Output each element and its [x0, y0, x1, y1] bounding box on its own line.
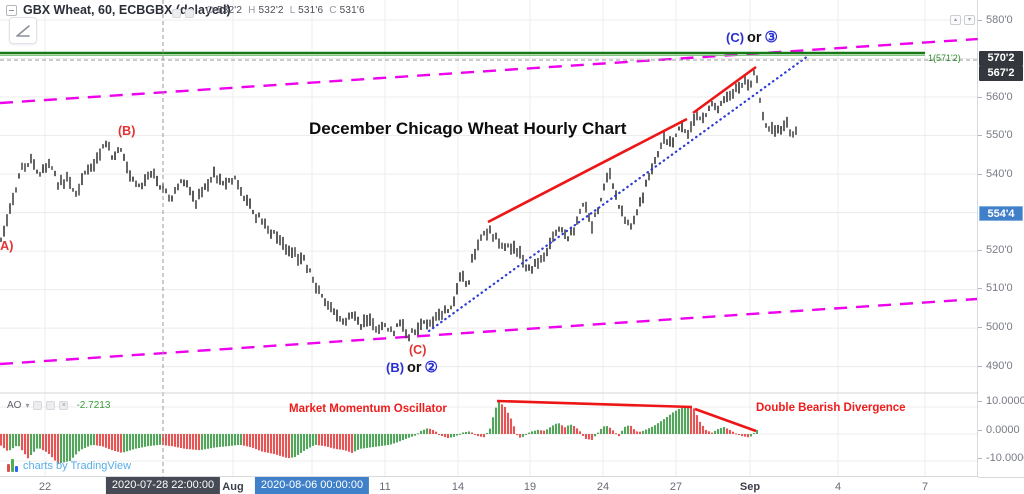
- wave-a-label[interactable]: (A): [0, 239, 14, 253]
- price-tick-label: 0.0000: [986, 424, 1020, 436]
- time-tick-label: 19: [523, 481, 537, 493]
- watermark-text: charts by TradingView: [23, 459, 132, 472]
- price-tick-label: 580'0: [986, 14, 1013, 26]
- tradingview-logo-icon: [7, 459, 18, 472]
- osc-close-icon[interactable]: ×: [59, 401, 69, 410]
- green-resistance-line[interactable]: [0, 51, 925, 56]
- legend-collapse-icon[interactable]: [6, 5, 17, 16]
- price-tick-label: 520'0: [986, 244, 1013, 256]
- blue-dotted-trendline[interactable]: [427, 54, 810, 333]
- price-tick-mark: [978, 288, 982, 289]
- chart-title-annotation[interactable]: December Chicago Wheat Hourly Chart: [309, 119, 627, 138]
- price-tick-mark: [978, 97, 982, 98]
- wave-b-label[interactable]: (B): [118, 124, 136, 138]
- ohlc-value: 531'6: [339, 5, 365, 16]
- top-alt-or: or: [747, 30, 762, 46]
- time-axis[interactable]: 22 Aug 11 14 19 24 27 Sep 4 7 2020-07-28 22:00:00 2…: [0, 477, 978, 494]
- time-tick-label: 11: [379, 481, 391, 493]
- price-tick-mark: [978, 327, 982, 328]
- legend-settings-icon[interactable]: [185, 5, 194, 23]
- price-tick-label: 550'0: [986, 129, 1013, 141]
- price-tick-mark: [978, 430, 982, 431]
- top-alt-circled-3: ③: [764, 29, 778, 46]
- oscillator-name[interactable]: AO: [7, 400, 22, 411]
- price-tick-label: 490'0: [986, 360, 1013, 372]
- price-tick-label: 560'0: [986, 91, 1013, 103]
- time-crosshair-badge: 2020-08-06 00:00:00: [254, 477, 370, 494]
- divergence-annotation[interactable]: Double Bearish Divergence: [756, 402, 906, 414]
- oscillator-value: -2.7213: [76, 400, 111, 411]
- ohlc-key: O: [206, 5, 217, 16]
- price-badge: 570'2: [979, 51, 1023, 66]
- price-tick-label: 10.0000: [986, 395, 1024, 407]
- symbol-title[interactable]: GBX Wheat, 60, ECBGBX (delayed): [23, 3, 231, 17]
- time-tick-label: Sep: [739, 481, 761, 493]
- ohlc-value: 532'2: [258, 5, 284, 16]
- chevron-down-icon[interactable]: ▾: [25, 401, 30, 410]
- pane-up-button[interactable]: ▴: [950, 15, 961, 25]
- price-tick-mark: [978, 174, 982, 175]
- time-tick-label: 27: [669, 481, 683, 493]
- ohlc-key: L: [289, 5, 299, 16]
- tradingview-attribution[interactable]: charts by TradingView: [7, 459, 131, 472]
- price-tick-mark: [978, 366, 982, 367]
- oscillator-histogram: [0, 401, 759, 464]
- price-tick-label: 500'0: [986, 321, 1013, 333]
- time-tick-label: 22: [38, 481, 52, 493]
- price-axis[interactable]: 580'0 560'0 550'0 540'0 520'0 510'0 500'0 490'0…: [978, 0, 1024, 477]
- osc-eye-icon[interactable]: [33, 401, 43, 410]
- bottom-alt-count-label[interactable]: (B) or ②: [386, 358, 438, 377]
- ohlc-value: 532'2: [216, 5, 243, 16]
- magenta-channel-lines[interactable]: [0, 34, 1024, 366]
- drawing-tool-button[interactable]: [9, 17, 37, 44]
- time-tick-label: 7: [921, 481, 929, 493]
- ohlc-value: 531'6: [298, 5, 324, 16]
- price-badge: 567'2: [979, 66, 1023, 81]
- ohlc-key: C: [329, 5, 340, 16]
- price-tick-label: 510'0: [986, 282, 1013, 294]
- candlestick-series: [0, 70, 797, 342]
- ohlc-values: O 532'2 H 532'2 L 531'6 C 531'6: [206, 5, 371, 16]
- price-tick-mark: [978, 401, 982, 402]
- red-trendlines[interactable]: [487, 65, 757, 224]
- divergence-lines[interactable]: [496, 399, 757, 433]
- crosshair: [0, 0, 978, 477]
- wave-c-label[interactable]: (C): [409, 343, 427, 357]
- price-tick-label: 540'0: [986, 168, 1013, 180]
- bottom-alt-circled-2: ②: [424, 359, 438, 376]
- top-alt-wave: (C): [726, 30, 745, 45]
- time-tick-label: 14: [451, 481, 465, 493]
- time-tick-label: 4: [834, 481, 842, 493]
- osc-settings-icon[interactable]: [46, 401, 56, 410]
- price-tick-label: -10.0000: [986, 452, 1024, 464]
- price-tick-mark: [978, 135, 982, 136]
- top-alt-count-label[interactable]: (C) or ③: [726, 28, 778, 47]
- legend-eye-icon[interactable]: [172, 5, 181, 23]
- ohlc-key: H: [248, 5, 259, 16]
- time-crosshair-badge: 2020-07-28 22:00:00: [105, 477, 221, 494]
- bottom-alt-wave: (B): [386, 360, 405, 375]
- time-tick-label: 24: [596, 481, 610, 493]
- pane-down-button[interactable]: ▾: [964, 15, 975, 25]
- price-tick-mark: [978, 20, 982, 21]
- bottom-alt-or: or: [407, 360, 422, 376]
- time-tick-label: Aug: [222, 481, 244, 493]
- green-level-price-label: 1(571'2): [928, 53, 961, 63]
- price-tick-mark: [978, 458, 982, 459]
- oscillator-title-annotation[interactable]: Market Momentum Oscillator: [289, 403, 447, 415]
- gridlines: [0, 0, 978, 477]
- trend-angle-icon: [16, 24, 30, 37]
- price-badge: 554'4: [979, 206, 1023, 221]
- price-tick-mark: [978, 250, 982, 251]
- oscillator-legend: AO ▾ × -2.7213: [7, 400, 110, 411]
